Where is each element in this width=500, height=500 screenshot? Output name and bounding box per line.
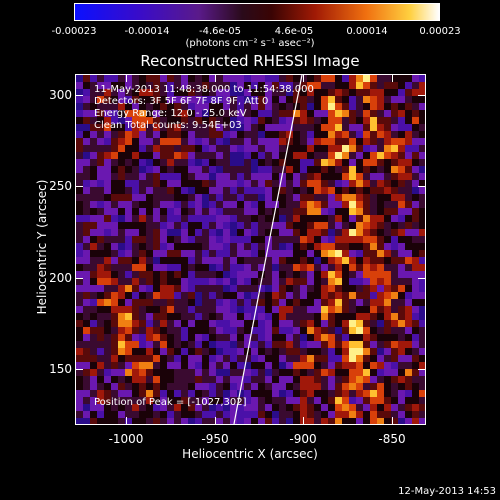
colorbar-tick: -0.00014: [124, 26, 170, 37]
colorbar-gradient: [75, 4, 439, 20]
x-tick-label: -900: [289, 432, 317, 446]
tick-mark: [392, 417, 393, 425]
image-title: Reconstructed RHESSI Image: [140, 52, 360, 70]
tick-mark: [75, 278, 83, 279]
colorbar-tick: -4.6e-05: [199, 26, 241, 37]
tick-mark: [303, 417, 304, 425]
y-tick-label: 200: [49, 271, 72, 285]
tick-mark: [418, 369, 426, 370]
tick-mark: [418, 95, 426, 96]
x-tick-label: -950: [201, 432, 229, 446]
tick-mark: [126, 417, 127, 425]
y-axis-label: Heliocentric Y (arcsec): [35, 179, 49, 315]
tick-mark: [75, 369, 83, 370]
colorbar-tick: 0.00023: [419, 26, 461, 37]
y-tick-label: 250: [49, 179, 72, 193]
x-axis-label: Heliocentric X (arcsec): [182, 447, 318, 461]
tick-mark: [418, 186, 426, 187]
tick-mark: [75, 186, 83, 187]
tick-mark: [392, 74, 393, 82]
timestamp: 12-May-2013 14:53: [398, 486, 496, 497]
time-range-text: 11-May-2013 11:48:38.000 to 11:54:38.000: [94, 84, 314, 95]
x-tick-label: -1000: [108, 432, 144, 446]
energy-range-text: Energy Range: 12.0 - 25.0 keV: [94, 108, 247, 119]
colorbar-tick: 4.6e-05: [274, 26, 314, 37]
tick-mark: [126, 74, 127, 82]
y-tick-label: 300: [49, 88, 72, 102]
y-tick-label: 150: [49, 362, 72, 376]
method-text: Clean Total counts: 9.54E+03: [94, 120, 242, 131]
rhessi-image: [75, 74, 426, 425]
peak-position-text: Position of Peak = [-1027,302]: [94, 397, 247, 408]
solar-limb-line: [233, 75, 303, 424]
tick-mark: [303, 74, 304, 82]
x-tick-label: -850: [378, 432, 406, 446]
rhessi-image-pixels: [76, 75, 425, 424]
colorbar-tick: -0.00023: [51, 26, 97, 37]
colorbar: [74, 3, 440, 21]
tick-mark: [215, 417, 216, 425]
colorbar-tick: 0.00014: [346, 26, 388, 37]
colorbar-unit-label: (photons cm⁻² s⁻¹ asec⁻²): [185, 38, 315, 49]
detectors-text: Detectors: 3F 5F 6F 7F 8F 9F, Att 0: [94, 96, 269, 107]
tick-mark: [75, 95, 83, 96]
tick-mark: [215, 74, 216, 82]
tick-mark: [418, 278, 426, 279]
